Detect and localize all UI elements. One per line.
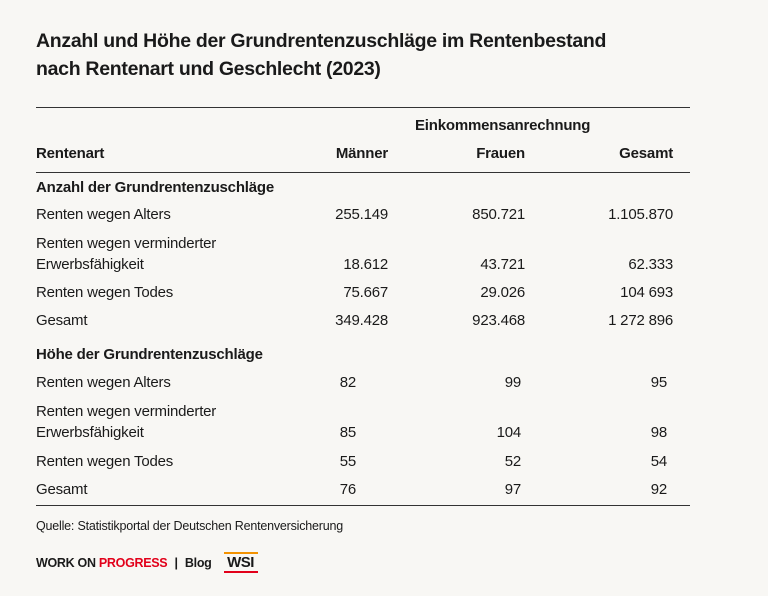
column-header-frauen: Frauen: [476, 145, 525, 162]
top-rule: [36, 107, 690, 108]
cell-maenner: 76: [339, 481, 356, 498]
cell-frauen: 104: [496, 424, 522, 441]
column-header-maenner: Männer: [335, 145, 388, 162]
cell-gesamt: 1 272 896: [608, 312, 673, 329]
brand-separator: |: [174, 556, 179, 570]
cell-maenner: 55: [339, 453, 356, 470]
section-heading: Anzahl der Grundrentenzuschläge: [36, 179, 275, 196]
row-label: Gesamt: [36, 481, 88, 498]
wsi-logo-text: WSI: [227, 554, 254, 571]
source-note: Quelle: Statistikportal der Deutschen Re…: [36, 519, 344, 533]
brand-blog: Blog: [184, 556, 212, 570]
row-label: Renten wegen Alters: [36, 374, 171, 391]
cell-maenner: 349.428: [335, 312, 388, 329]
brand-work-on: WORK ON: [36, 556, 96, 570]
cell-frauen: 850.721: [472, 206, 525, 223]
column-header-gesamt: Gesamt: [619, 145, 673, 162]
cell-maenner: 85: [339, 424, 356, 441]
cell-maenner: 18.612: [343, 256, 388, 273]
group-header: Einkommensanrechnung: [415, 117, 591, 134]
cell-frauen: 99: [504, 374, 521, 391]
section-heading: Höhe der Grundrentenzuschläge: [36, 346, 263, 363]
brand-progress: PROGRESS: [98, 556, 168, 570]
page-title-line1: Anzahl und Höhe der Grundrentenzuschläge…: [36, 30, 607, 52]
cell-gesamt: 62.333: [628, 256, 673, 273]
column-header-rentenart: Rentenart: [36, 145, 105, 162]
cell-frauen: 52: [504, 453, 521, 470]
cell-gesamt: 98: [650, 424, 667, 441]
row-label: Renten wegen Todes: [36, 284, 174, 301]
cell-maenner: 255.149: [335, 206, 388, 223]
cell-maenner: 82: [339, 374, 356, 391]
row-label-cont: Erwerbsfähigkeit: [36, 256, 144, 273]
row-label: Renten wegen verminderter: [36, 235, 217, 252]
row-label: Gesamt: [36, 312, 88, 329]
cell-frauen: 29.026: [480, 284, 525, 301]
row-label: Renten wegen Alters: [36, 206, 171, 223]
footer-brand: WORK ON PROGRESS | Blog: [36, 556, 212, 570]
cell-gesamt: 104 693: [620, 284, 673, 301]
bottom-rule: [36, 505, 690, 506]
header-rule: [36, 172, 690, 173]
cell-frauen: 923.468: [472, 312, 525, 329]
cell-gesamt: 95: [650, 374, 667, 391]
footer: WORK ON PROGRESS | Blog WSI: [36, 552, 258, 574]
cell-maenner: 75.667: [343, 284, 388, 301]
cell-gesamt: 92: [650, 481, 667, 498]
row-label-cont: Erwerbsfähigkeit: [36, 424, 144, 441]
wsi-logo: WSI: [223, 552, 258, 574]
page-title-line2: nach Rentenart und Geschlecht (2023): [36, 58, 381, 80]
cell-gesamt: 1.105.870: [608, 206, 673, 223]
cell-frauen: 43.721: [480, 256, 525, 273]
row-label: Renten wegen verminderter: [36, 403, 217, 420]
cell-frauen: 97: [504, 481, 521, 498]
row-label: Renten wegen Todes: [36, 453, 174, 470]
cell-gesamt: 54: [650, 453, 667, 470]
